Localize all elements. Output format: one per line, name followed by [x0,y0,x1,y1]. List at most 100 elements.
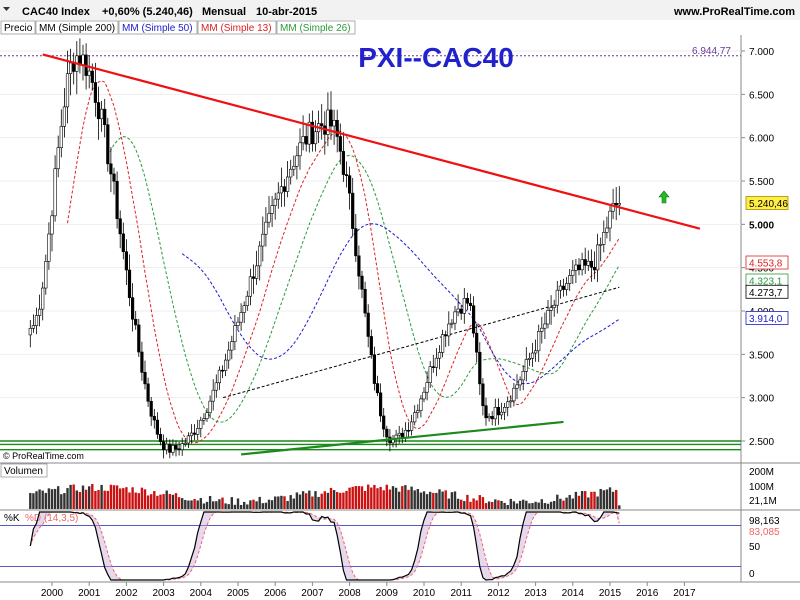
volume-bar [94,491,97,509]
candle-body [413,412,417,423]
legend-ma50-tab[interactable] [118,20,198,35]
candle-body [357,255,361,277]
volume-bar [388,489,392,509]
legend-ma26-tab[interactable] [276,20,356,35]
candle-body [34,315,39,326]
collapse-arrow-icon[interactable] [3,7,10,11]
candle-body [369,336,373,356]
candle [146,377,150,407]
time-tick-label: 2013 [524,588,547,599]
candle [354,214,358,262]
candle [276,182,280,209]
volume-bar [599,488,602,509]
candle [214,374,218,398]
candle-body [335,120,339,137]
volume-bar [119,488,122,509]
candle-body [543,323,547,329]
candle-body [115,180,119,220]
candle [382,407,386,438]
candle-body [552,304,556,308]
volume-bar [494,499,497,509]
time-tick-label: 2009 [376,588,399,599]
candle [351,177,355,237]
candle-body [310,121,315,145]
candle [543,312,547,339]
volume-bar [243,501,246,509]
legend-ma13-tab[interactable] [197,20,277,35]
candle [118,210,122,249]
candle [444,330,448,347]
candle [589,249,593,282]
volume-bar [447,498,450,509]
volume-bar [394,487,398,509]
ma50-line [181,223,620,385]
candle [450,319,454,329]
volume-bar [354,486,357,509]
candle [261,216,265,262]
volume-bar [270,500,274,509]
trendlines[interactable] [42,53,701,456]
volume-bar [184,500,187,509]
volume-bar [345,490,348,509]
candle [211,379,215,411]
volume-bar [115,485,119,509]
candle [568,269,572,292]
volume-bar [596,496,599,509]
candle [189,424,194,444]
candle [561,278,566,297]
volume-bars [29,483,621,509]
candle [165,437,169,455]
candle [65,50,70,124]
candle [419,395,423,418]
candle [56,135,60,178]
volume-bar [283,496,286,509]
volume-bar [367,484,370,509]
candle-body [518,379,522,386]
candle-body [127,269,132,298]
legend-price-tab[interactable] [0,20,36,35]
candle [583,247,587,274]
volume-bar [500,500,503,509]
candle-body [177,448,181,451]
volume-bar [506,505,509,509]
volume-bar [605,489,609,509]
time-tick-label: 2010 [413,588,436,599]
volume-bar [131,487,134,509]
volume-bar [413,490,416,509]
candle [397,425,401,444]
volume-bar [196,500,199,509]
candle-body [28,328,32,336]
website-label[interactable]: www.ProRealTime.com [673,6,795,18]
candle [50,210,54,252]
candle-body [289,168,293,178]
price-tick-label: 2.500 [749,437,774,448]
candle [558,279,562,299]
volume-last-box [744,494,784,507]
candle [378,383,383,422]
candle [524,347,528,382]
price-label-text: 4.323,1 [749,276,783,287]
candle-body [583,259,587,266]
volume-bar [373,484,376,509]
time-tick-label: 2000 [41,588,64,599]
candle [518,376,522,391]
candle-body [428,366,432,383]
volume-bar [156,495,159,509]
candle-body [533,350,538,354]
candle [344,161,349,188]
candle-body [484,405,488,419]
candle [453,305,457,331]
header-bar: CAC40 Index +0,60% (5.240,46) Mensual 10… [0,0,800,20]
candle-body [409,421,414,431]
candle-body [555,289,559,306]
candle-body [549,307,553,311]
candle-body [456,308,460,313]
candle-body [134,318,138,326]
candle [490,411,494,426]
candle [121,222,125,260]
time-axis: 2000 2001 2002 2003 2004 2005 2006 2007 2008 2009… [41,582,696,599]
candle-body [595,244,600,271]
legend-ma200-tab[interactable] [35,20,119,35]
candle [366,304,370,348]
candle-body [537,331,541,352]
